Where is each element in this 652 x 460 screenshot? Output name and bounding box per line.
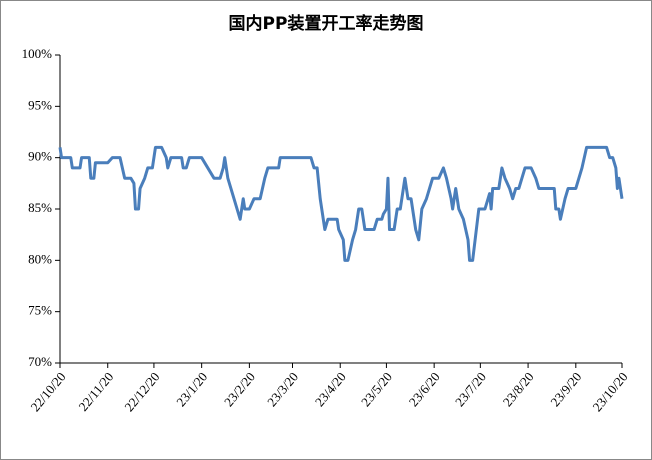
chart-title: 国内PP装置开工率走势图 <box>229 13 424 34</box>
line-series <box>58 145 624 262</box>
y-tick-label: 85% <box>28 200 52 215</box>
y-tick-label: 80% <box>28 251 52 266</box>
y-tick-label: 90% <box>28 149 52 164</box>
y-tick-label: 100% <box>22 46 53 61</box>
y-tick-label: 75% <box>28 303 52 318</box>
y-tick-label: 95% <box>28 97 52 112</box>
y-tick-label: 70% <box>28 354 52 369</box>
